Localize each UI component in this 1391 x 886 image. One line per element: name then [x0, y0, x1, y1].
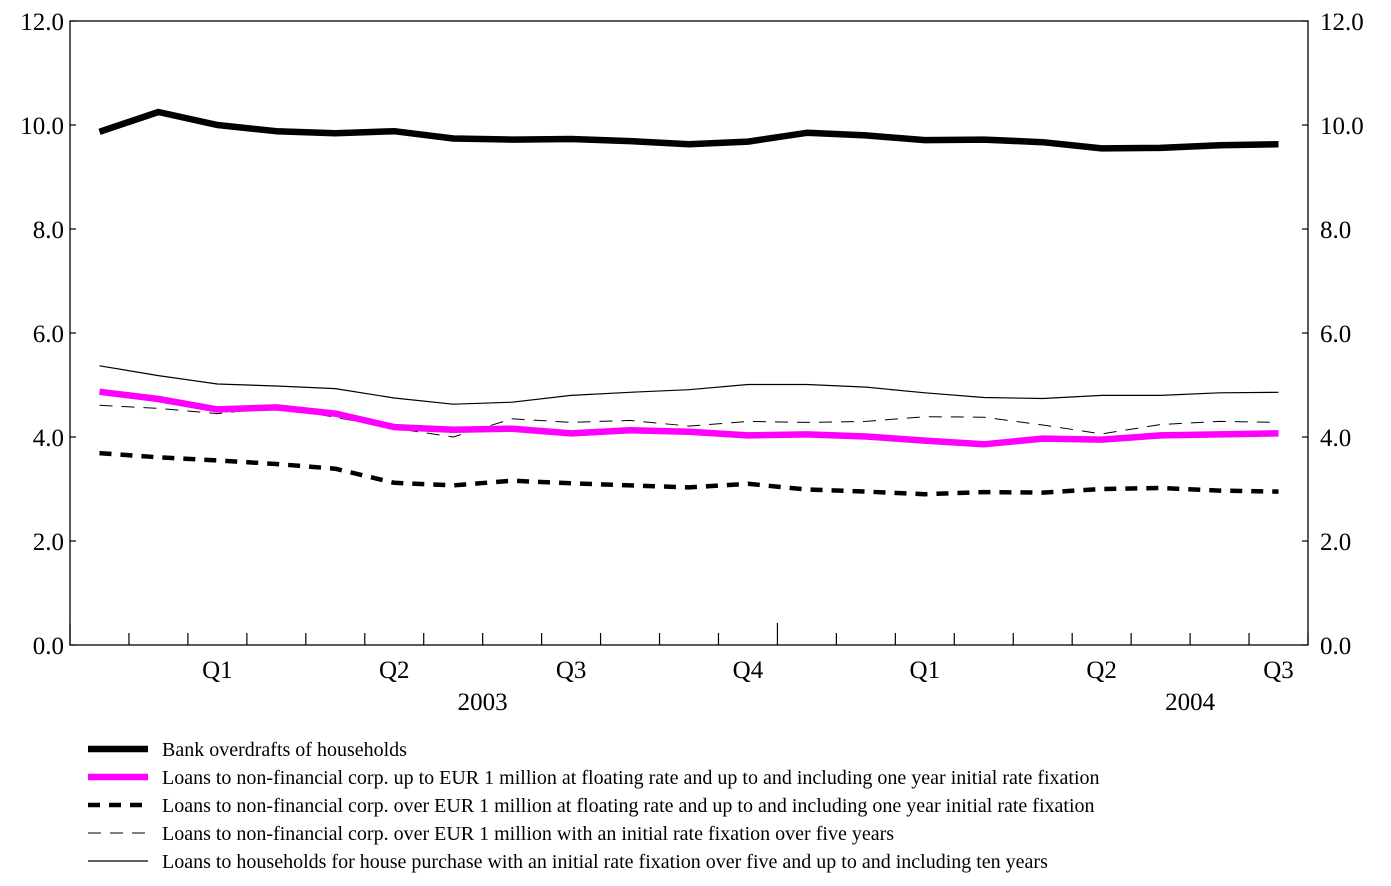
y-tick-label-right: 10.0	[1320, 113, 1364, 140]
y-tick-label-left: 8.0	[33, 217, 64, 244]
plot-area	[98, 108, 1279, 497]
y-tick-label-right: 4.0	[1320, 425, 1351, 452]
x-year-label: 2004	[1165, 689, 1216, 716]
legend-label-5: Loans to households for house purchase w…	[162, 851, 1048, 873]
y-tick-label-left: 0.0	[33, 633, 64, 660]
y-tick-label-left: 4.0	[33, 425, 64, 452]
legend-label-3: Loans to non-financial corp. over EUR 1 …	[162, 795, 1095, 817]
x-quarter-label: Q2	[379, 657, 410, 684]
x-year-label: 2003	[458, 689, 508, 716]
y-axis-right: 0.0 2.0 4.0 6.0 8.0 10.0 12.0	[1302, 9, 1364, 660]
y-tick-label-right: 0.0	[1320, 633, 1351, 660]
series-line-2	[99, 388, 1279, 448]
x-quarter-label: Q1	[202, 657, 233, 684]
series-line-5	[99, 365, 1279, 405]
legend-label-4: Loans to non-financial corp. over EUR 1 …	[162, 823, 894, 845]
legend-label-2: Loans to non-financial corp. up to EUR 1…	[162, 767, 1100, 789]
x-axis: Q1 Q2 Q3 Q4 Q1 Q2 Q3 2003 2004	[69, 623, 1309, 716]
series-line-3	[99, 450, 1279, 497]
x-quarter-label: Q4	[733, 657, 764, 684]
legend: Bank overdrafts of households Loans to no…	[88, 739, 1100, 873]
y-tick-label-left: 10.0	[20, 113, 64, 140]
series-line-4	[99, 404, 1279, 438]
y-tick-label-left: 12.0	[20, 9, 64, 36]
y-tick-label-left: 6.0	[33, 321, 64, 348]
y-tick-label-left: 2.0	[33, 529, 64, 556]
x-quarter-label: Q3	[556, 657, 587, 684]
y-tick-label-right: 12.0	[1320, 9, 1364, 36]
y-tick-label-right: 2.0	[1320, 529, 1351, 556]
y-axis-left: 0.0 2.0 4.0 6.0 8.0 10.0 12.0	[20, 9, 76, 660]
chart-axes	[69, 20, 1309, 646]
y-tick-label-right: 6.0	[1320, 321, 1351, 348]
plot-frame	[69, 20, 1309, 646]
x-quarter-label: Q3	[1263, 657, 1294, 684]
x-quarter-label: Q1	[910, 657, 941, 684]
series-line-1	[98, 108, 1279, 152]
y-tick-label-right: 8.0	[1320, 217, 1351, 244]
legend-label-1: Bank overdrafts of households	[162, 739, 407, 761]
x-quarter-label: Q2	[1086, 657, 1117, 684]
